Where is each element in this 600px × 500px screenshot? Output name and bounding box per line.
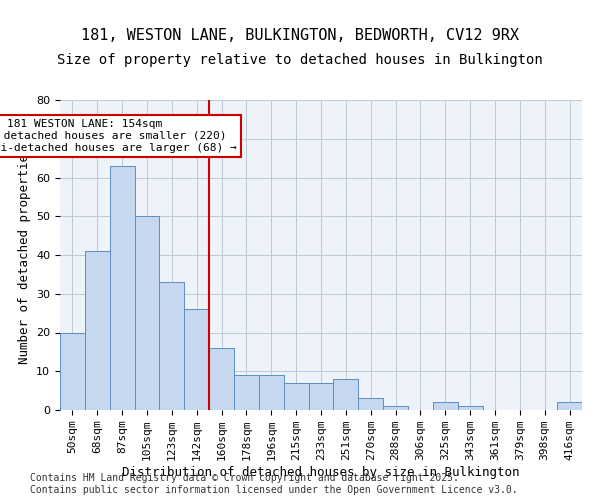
Bar: [60, 332, 85, 410]
Bar: [557, 402, 582, 410]
Bar: [234, 375, 259, 410]
Bar: [85, 251, 110, 410]
Y-axis label: Number of detached properties: Number of detached properties: [17, 146, 31, 364]
Text: Contains HM Land Registry data © Crown copyright and database right 2025.
Contai: Contains HM Land Registry data © Crown c…: [30, 474, 518, 495]
Bar: [134, 216, 160, 410]
Bar: [259, 375, 284, 410]
Bar: [383, 406, 408, 410]
Bar: [184, 309, 209, 410]
X-axis label: Distribution of detached houses by size in Bulkington: Distribution of detached houses by size …: [122, 466, 520, 479]
Bar: [209, 348, 234, 410]
Bar: [284, 383, 308, 410]
Bar: [308, 383, 334, 410]
Bar: [160, 282, 184, 410]
Bar: [110, 166, 134, 410]
Text: 181, WESTON LANE, BULKINGTON, BEDWORTH, CV12 9RX: 181, WESTON LANE, BULKINGTON, BEDWORTH, …: [81, 28, 519, 42]
Text: 181 WESTON LANE: 154sqm
← 76% of detached houses are smaller (220)
23% of semi-d: 181 WESTON LANE: 154sqm ← 76% of detache…: [0, 120, 237, 152]
Bar: [334, 379, 358, 410]
Bar: [433, 402, 458, 410]
Text: Size of property relative to detached houses in Bulkington: Size of property relative to detached ho…: [57, 53, 543, 67]
Bar: [458, 406, 482, 410]
Bar: [358, 398, 383, 410]
